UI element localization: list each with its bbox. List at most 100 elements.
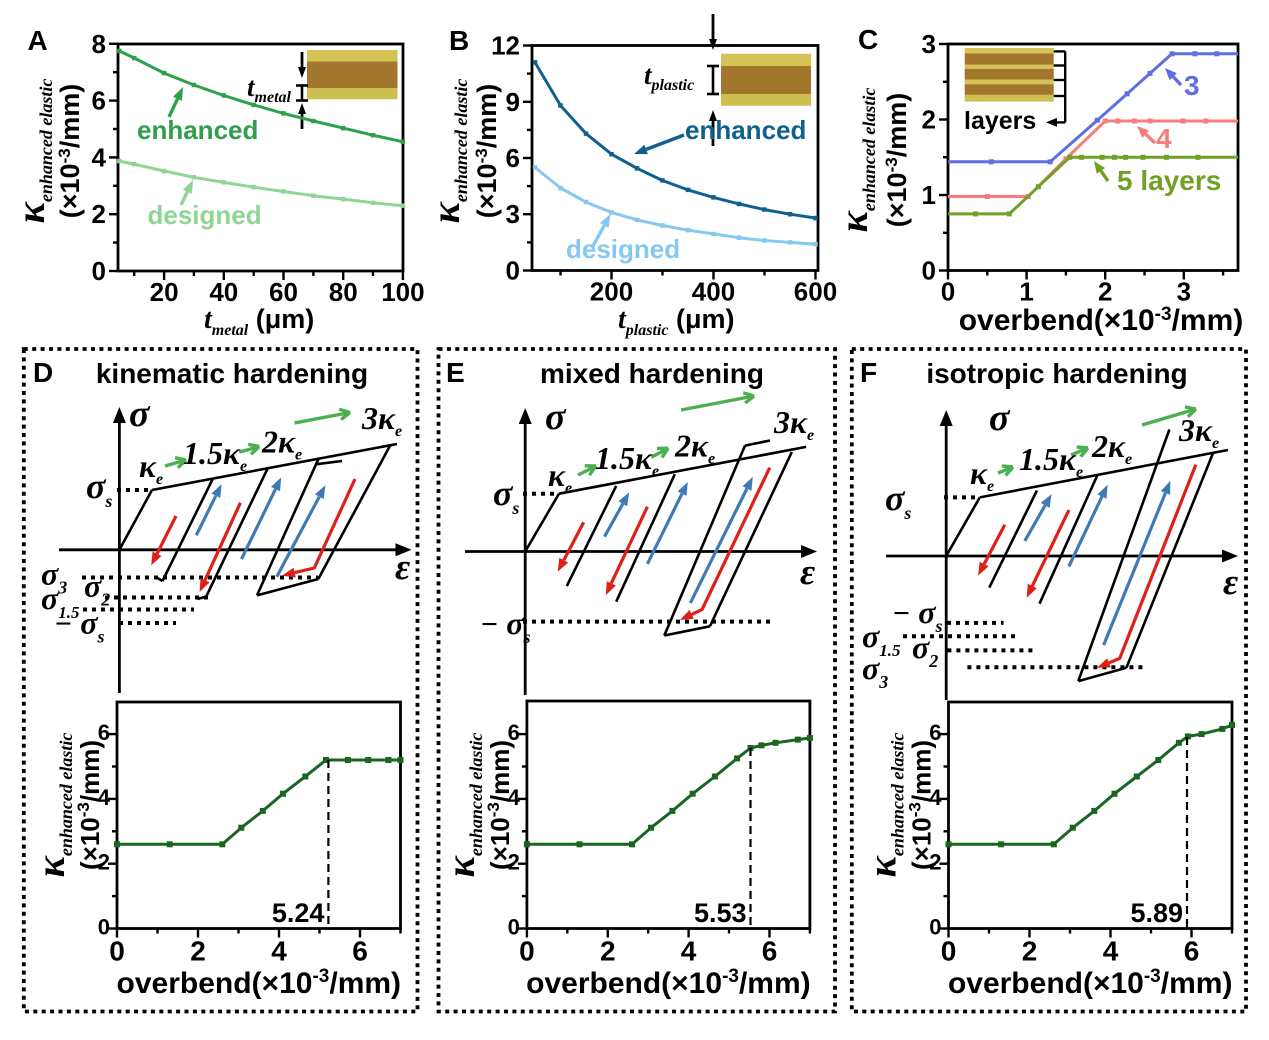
svg-text:2: 2 <box>929 850 941 875</box>
svg-text:κenhanced elastic: κenhanced elastic <box>860 733 908 878</box>
svg-text:(×10-3/mm): (×10-3/mm) <box>882 93 912 227</box>
svg-text:0: 0 <box>941 277 955 307</box>
svg-text:9: 9 <box>506 87 520 117</box>
svg-text:−σs: − σs <box>54 605 104 647</box>
svg-text:overbend(×10-3/mm): overbend(×10-3/mm) <box>117 966 402 1000</box>
svg-text:D: D <box>33 357 53 388</box>
svg-text:0: 0 <box>109 936 125 967</box>
svg-text:κe: κe <box>139 448 163 488</box>
svg-text:6: 6 <box>92 86 106 116</box>
svg-text:1.5κe: 1.5κe <box>595 440 659 480</box>
svg-text:0: 0 <box>98 915 110 940</box>
svg-text:4: 4 <box>98 785 111 810</box>
svg-text:κenhanced elastic: κenhanced elastic <box>8 79 56 224</box>
svg-text:0: 0 <box>506 256 520 286</box>
svg-text:3κe: 3κe <box>361 400 402 440</box>
svg-text:8: 8 <box>92 29 106 59</box>
svg-text:2κe: 2κe <box>674 428 715 468</box>
svg-text:0: 0 <box>929 915 941 940</box>
svg-text:σ1.5: σ1.5 <box>862 618 901 660</box>
svg-text:2: 2 <box>1022 936 1038 967</box>
svg-text:100: 100 <box>381 277 424 307</box>
svg-text:4: 4 <box>681 936 697 967</box>
svg-text:1.5κe: 1.5κe <box>183 435 247 475</box>
svg-text:σ: σ <box>545 396 567 438</box>
svg-text:6: 6 <box>508 720 520 745</box>
svg-text:isotropic hardening: isotropic hardening <box>926 358 1187 389</box>
svg-text:0: 0 <box>508 915 520 940</box>
svg-text:4: 4 <box>1156 123 1172 154</box>
svg-text:3: 3 <box>1184 70 1200 101</box>
svg-text:40: 40 <box>209 277 238 307</box>
svg-text:σ2: σ2 <box>912 629 938 671</box>
svg-text:σs: σs <box>493 473 519 518</box>
svg-text:5.89: 5.89 <box>1130 898 1183 928</box>
svg-text:A: A <box>28 25 48 56</box>
svg-text:B: B <box>449 25 469 56</box>
svg-text:σs: σs <box>885 478 911 523</box>
svg-text:−σs: − σs <box>480 605 530 647</box>
svg-text:σ1.5: σ1.5 <box>41 580 80 622</box>
svg-text:3: 3 <box>922 29 936 59</box>
svg-text:designed: designed <box>566 234 680 264</box>
svg-text:600: 600 <box>794 277 837 307</box>
svg-text:3: 3 <box>506 199 520 229</box>
svg-text:σs: σs <box>86 466 112 511</box>
svg-text:κenhanced elastic: κenhanced elastic <box>423 79 471 224</box>
svg-text:2: 2 <box>508 850 520 875</box>
svg-text:ε: ε <box>800 552 815 593</box>
svg-text:σ: σ <box>989 397 1011 439</box>
svg-text:κenhanced elastic: κenhanced elastic <box>438 733 486 878</box>
svg-text:2: 2 <box>600 936 616 967</box>
svg-text:3: 3 <box>1177 277 1191 307</box>
svg-text:5 layers: 5 layers <box>1117 165 1221 196</box>
svg-text:6: 6 <box>352 936 368 967</box>
svg-text:F: F <box>860 357 877 388</box>
svg-text:κe: κe <box>970 455 994 495</box>
svg-text:6: 6 <box>762 936 778 967</box>
svg-text:κe: κe <box>548 457 572 497</box>
svg-text:σ3: σ3 <box>41 556 67 598</box>
svg-text:2κe: 2κe <box>1091 428 1132 468</box>
svg-text:tmetal: tmetal <box>247 72 292 106</box>
svg-text:6: 6 <box>506 143 520 173</box>
svg-text:layers: layers <box>964 107 1036 135</box>
svg-text:2: 2 <box>922 105 936 135</box>
svg-text:σ3: σ3 <box>862 650 888 692</box>
svg-text:4: 4 <box>271 936 287 967</box>
svg-text:overbend(×10-3/mm): overbend(×10-3/mm) <box>948 966 1233 1000</box>
svg-text:designed: designed <box>148 200 262 230</box>
svg-text:3κe: 3κe <box>1178 412 1219 452</box>
svg-text:1.5κe: 1.5κe <box>1019 441 1083 481</box>
svg-text:2: 2 <box>98 850 110 875</box>
svg-text:4: 4 <box>929 785 942 810</box>
svg-text:20: 20 <box>150 277 179 307</box>
svg-text:σ2: σ2 <box>84 568 110 610</box>
svg-text:kinematic hardening: kinematic hardening <box>96 358 368 389</box>
svg-text:mixed hardening: mixed hardening <box>540 358 764 389</box>
svg-text:60: 60 <box>269 277 298 307</box>
svg-text:σ: σ <box>129 393 151 435</box>
svg-text:6: 6 <box>929 720 941 745</box>
svg-text:enhanced: enhanced <box>137 115 258 145</box>
svg-text:0: 0 <box>92 256 106 286</box>
svg-text:4: 4 <box>92 142 107 172</box>
svg-text:0: 0 <box>519 936 535 967</box>
svg-text:κenhanced elastic: κenhanced elastic <box>831 88 879 233</box>
svg-text:1: 1 <box>1019 277 1033 307</box>
svg-text:0: 0 <box>922 256 936 286</box>
svg-text:5.24: 5.24 <box>272 898 325 928</box>
svg-text:4: 4 <box>1103 936 1119 967</box>
svg-text:4: 4 <box>508 785 521 810</box>
svg-text:80: 80 <box>329 277 358 307</box>
svg-text:5.53: 5.53 <box>694 898 747 928</box>
svg-text:tplastic (μm): tplastic (μm) <box>618 304 734 339</box>
svg-text:ε: ε <box>395 547 410 588</box>
svg-text:E: E <box>446 357 465 388</box>
svg-text:400: 400 <box>692 277 735 307</box>
svg-text:6: 6 <box>98 720 110 745</box>
svg-text:1: 1 <box>922 180 936 210</box>
svg-text:200: 200 <box>590 277 633 307</box>
svg-text:12: 12 <box>491 31 520 61</box>
svg-text:2: 2 <box>190 936 206 967</box>
